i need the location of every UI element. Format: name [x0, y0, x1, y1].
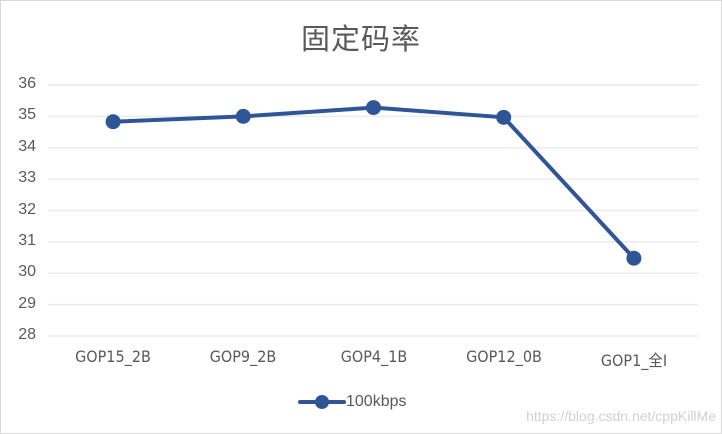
y-tick-label: 32: [18, 200, 36, 218]
data-point: [235, 108, 251, 124]
y-tick-label: 35: [18, 106, 36, 124]
data-point: [496, 109, 512, 125]
x-tick-label: GOP12_0B: [465, 347, 542, 366]
series-line: [113, 105, 636, 260]
legend-marker-icon: [298, 395, 346, 409]
data-point: [366, 100, 381, 116]
y-tick-label: 30: [18, 263, 36, 281]
data-point: [626, 250, 642, 266]
y-tick-label: 28: [18, 326, 36, 343]
legend-label: 100kbps: [346, 393, 407, 410]
y-tick-label: 36: [18, 75, 36, 92]
y-tick-label: 29: [18, 294, 36, 312]
y-tick-label: 33: [18, 169, 36, 187]
x-tick-label: GOP1_全I: [600, 351, 667, 370]
x-tick-label: GOP4_1B: [340, 347, 407, 366]
data-point: [105, 114, 121, 130]
legend: 100kbps: [298, 393, 407, 411]
y-tick-label: 31: [18, 231, 36, 249]
chart-title: 固定码率: [300, 22, 421, 56]
watermark: https://blog.csdn.net/cppKillMe: [526, 408, 716, 424]
x-tick-label: GOP9_2B: [209, 347, 277, 366]
y-tick-label: 34: [18, 137, 36, 155]
x-tick-label: GOP15_2B: [75, 347, 151, 366]
